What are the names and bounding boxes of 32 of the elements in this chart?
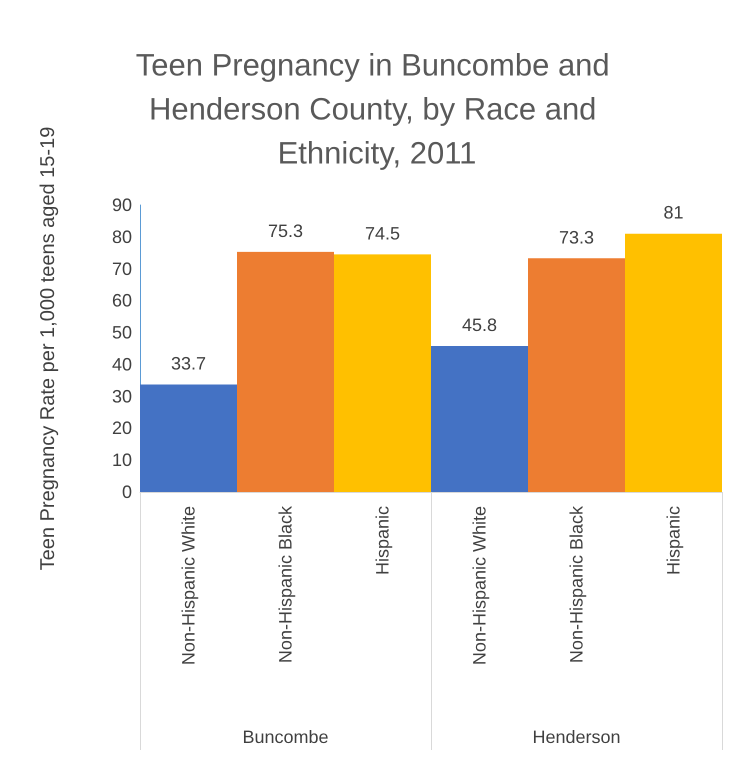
x-tick-label: Non-Hispanic White bbox=[470, 506, 490, 666]
bar bbox=[625, 234, 722, 492]
y-tick-label: 20 bbox=[112, 418, 132, 438]
x-tick-label: Non-Hispanic Black bbox=[566, 505, 586, 664]
bar bbox=[334, 254, 431, 492]
y-tick-label: 80 bbox=[112, 226, 132, 247]
y-axis-title: Teen Pregnancy Rate per 1,000 teens aged 15-19 bbox=[37, 126, 59, 570]
y-tick-label: 40 bbox=[112, 354, 132, 374]
data-label: 33.7 bbox=[170, 354, 206, 374]
x-tick-label: Hispanic bbox=[664, 506, 684, 576]
y-tick-label: 30 bbox=[112, 386, 132, 406]
y-tick-label: 10 bbox=[112, 450, 132, 470]
bar bbox=[528, 258, 625, 492]
text: Buncombe bbox=[242, 727, 329, 747]
bar bbox=[140, 384, 237, 492]
y-tick-label: 60 bbox=[112, 290, 132, 311]
data-label: 74.5 bbox=[364, 223, 400, 244]
data-label: 73.3 bbox=[558, 227, 594, 248]
bar bbox=[237, 252, 334, 492]
text: Henderson bbox=[532, 727, 621, 747]
data-label: 45.8 bbox=[462, 314, 498, 335]
bar bbox=[431, 346, 528, 492]
y-tick-label: 50 bbox=[112, 322, 132, 343]
data-label: 75.3 bbox=[268, 220, 304, 241]
y-tick-label: 90 bbox=[112, 195, 132, 215]
x-tick-label: Non-Hispanic White bbox=[178, 506, 198, 666]
y-tick-label: 0 bbox=[122, 482, 132, 502]
x-tick-label: Hispanic bbox=[372, 506, 392, 576]
x-tick-label: Non-Hispanic Black bbox=[276, 505, 296, 664]
y-tick-label: 70 bbox=[112, 258, 132, 279]
chart-title: Teen Pregnancy in Buncombe and Henderson County, by Race and Ethnicity, 2011 bbox=[136, 48, 618, 170]
data-label: 81 bbox=[663, 202, 684, 223]
